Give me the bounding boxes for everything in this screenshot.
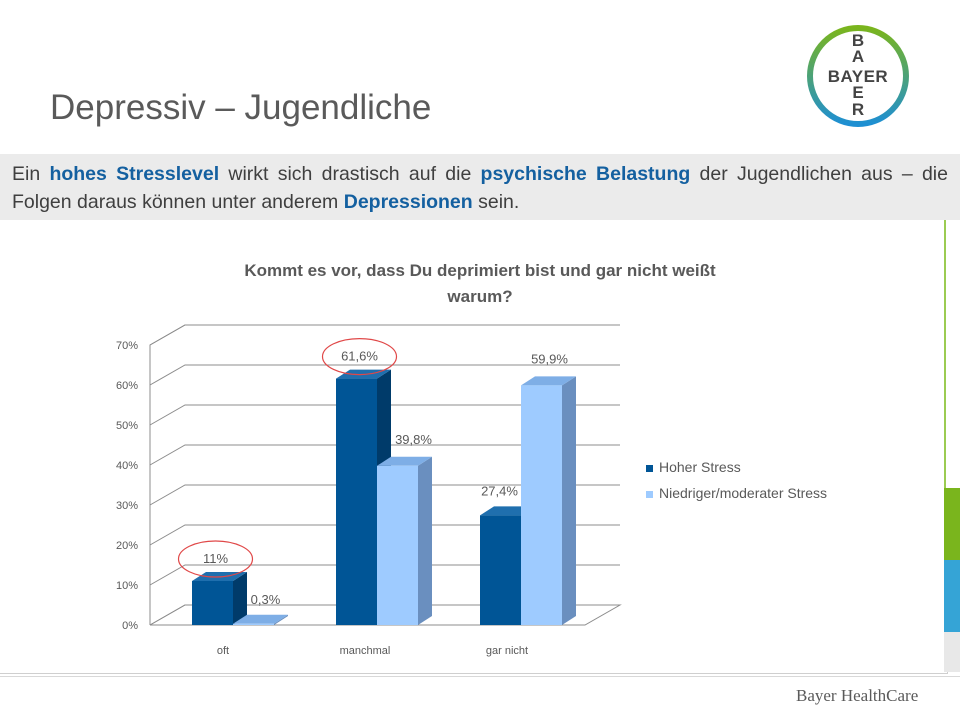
data-label: 11% (203, 551, 228, 566)
intro-emphasis: hohes Stresslevel (49, 163, 220, 185)
x-tick-label: manchmal (340, 645, 391, 657)
intro-emphasis: psychische Belastung (480, 163, 691, 185)
legend-label: Hoher Stress (659, 459, 741, 475)
intro-segment: Ein (12, 163, 50, 185)
y-tick-label: 20% (116, 540, 138, 552)
highlight-circle (177, 540, 254, 578)
gridline (149, 604, 620, 626)
bar (377, 465, 418, 625)
data-label: 61,6% (341, 349, 378, 364)
y-tick-label: 30% (116, 500, 138, 512)
intro-segment: sein. (472, 191, 520, 213)
bar-top (233, 614, 288, 624)
bar-side (418, 456, 432, 625)
logo-letter: R (852, 100, 864, 119)
gridline (149, 324, 620, 346)
logo-letter: B (852, 31, 864, 50)
bar-side (274, 614, 288, 625)
gridline (149, 524, 620, 546)
bar-side (562, 376, 576, 625)
bar (192, 581, 233, 625)
y-tick-label: 60% (116, 380, 138, 392)
data-label: 0,3% (251, 592, 281, 607)
chart-title: Kommt es vor, dass Du deprimiert bist un… (244, 261, 716, 280)
bar (233, 623, 274, 625)
legend-label: Niedriger/moderater Stress (659, 485, 827, 501)
bar-chart: Kommt es vor, dass Du deprimiert bist un… (116, 261, 827, 657)
y-tick-label: 50% (116, 420, 138, 432)
data-label: 59,9% (531, 351, 568, 366)
y-tick-label: 70% (116, 340, 138, 352)
x-tick-label: gar nicht (486, 645, 528, 657)
intro-text: Ein hohes Stresslevel wirkt sich drastis… (0, 154, 960, 220)
gridline (149, 564, 620, 586)
y-tick-label: 40% (116, 460, 138, 472)
gridline (149, 404, 620, 426)
data-label: 39,8% (395, 432, 432, 447)
bar-top (521, 376, 576, 386)
footer-brand: Bayer HealthCare (796, 686, 919, 705)
bar-top (377, 456, 432, 466)
gridline (149, 364, 620, 386)
intro-segment: wirkt sich drastisch auf die (219, 163, 481, 185)
side-accent-light (944, 632, 960, 672)
bar-side (233, 572, 247, 625)
bar (521, 385, 562, 625)
y-tick-label: 10% (116, 580, 138, 592)
legend-swatch (646, 465, 653, 472)
legend-swatch (646, 491, 653, 498)
intro-emphasis: Depressionen (343, 191, 473, 213)
bar (480, 515, 521, 625)
gridline (149, 484, 620, 506)
chart-title: warum? (446, 287, 512, 306)
y-tick-label: 0% (122, 620, 138, 632)
logo-wordmark: BAYER (828, 67, 888, 86)
page-title: Depressiv – Jugendliche (50, 88, 432, 127)
x-tick-label: oft (217, 645, 229, 657)
side-accent-blue (944, 560, 960, 632)
bar (336, 378, 377, 625)
side-accent-gray (944, 220, 960, 488)
logo-letter: E (852, 83, 863, 102)
intro-segment: der Jugendlichen aus – die Folgen daraus… (12, 163, 948, 213)
logo-letter: A (852, 47, 864, 66)
footer-divider (0, 676, 960, 677)
data-label: 27,4% (481, 483, 518, 498)
highlight-circle (321, 338, 398, 376)
side-accent-green (944, 488, 960, 560)
gridline (149, 444, 620, 466)
